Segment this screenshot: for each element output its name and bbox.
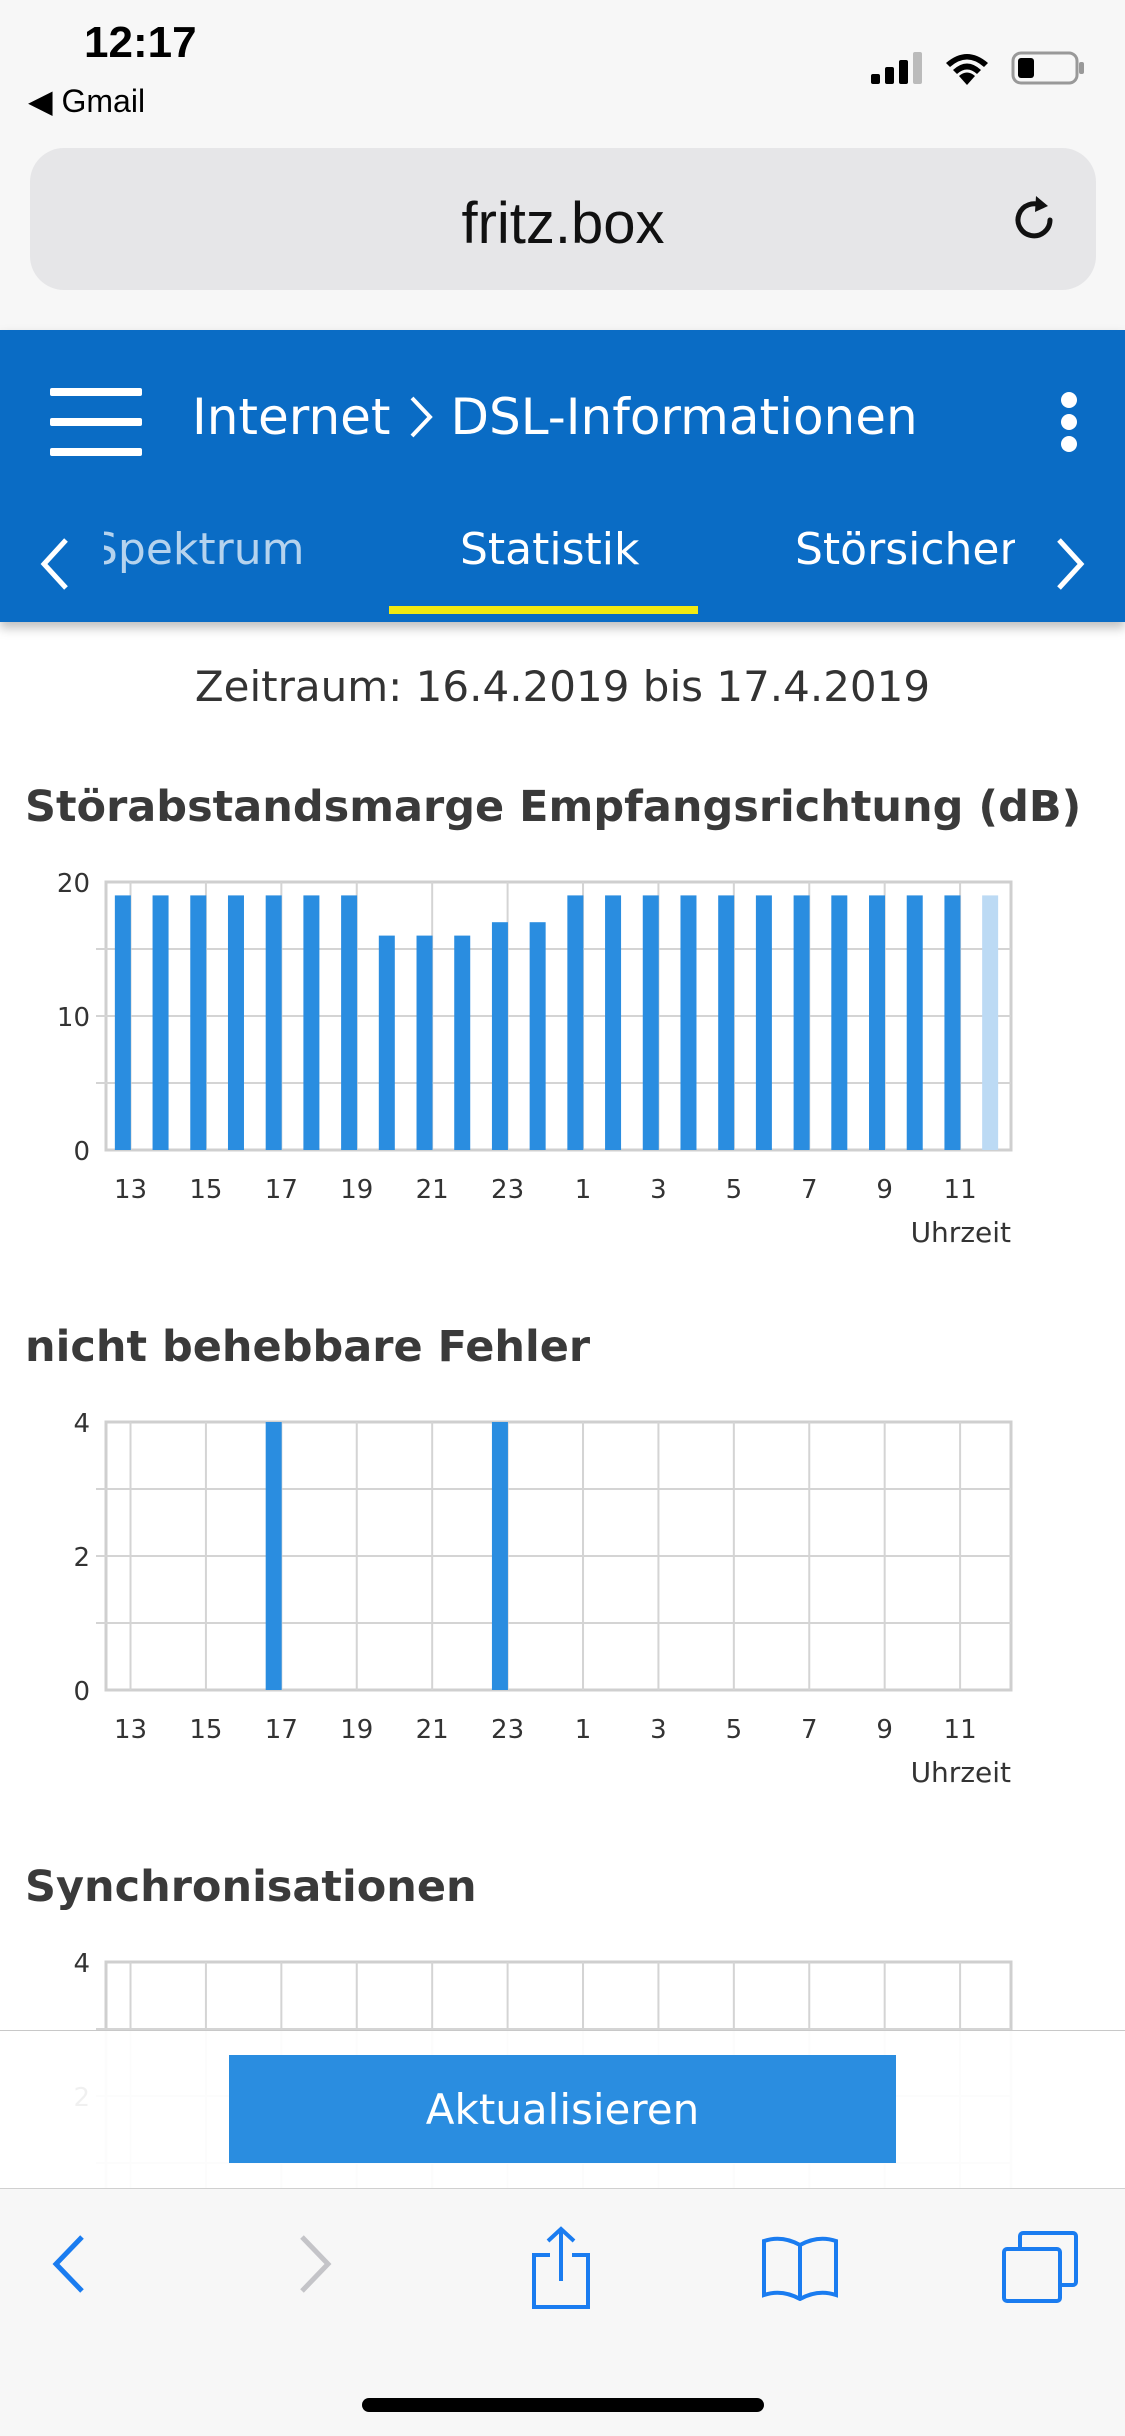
x-tick-label: 13	[114, 1175, 147, 1205]
y-tick-label: 20	[57, 869, 90, 899]
chart-bar	[491, 1422, 508, 1690]
chart-bar	[605, 895, 622, 1150]
chart-title-snr: Störabstandsmarge Empfangsrichtung (dB)	[25, 782, 1082, 832]
chevron-right-icon	[410, 396, 433, 438]
update-bar: Aktualisieren	[0, 2030, 1125, 2190]
breadcrumb-section[interactable]: Internet	[192, 388, 391, 446]
chart-bar	[114, 895, 131, 1150]
chart-bar	[718, 895, 735, 1150]
chart-bar	[265, 895, 282, 1150]
y-tick-label: 2	[73, 1543, 90, 1573]
forward-icon[interactable]	[296, 2231, 336, 2297]
chart-bar	[831, 895, 848, 1150]
battery-icon	[1011, 51, 1084, 85]
chart-bar	[755, 895, 772, 1150]
tabs-icon[interactable]	[1000, 2229, 1080, 2305]
chart-bar	[906, 895, 923, 1150]
x-tick-label: 17	[265, 1175, 298, 1205]
y-tick-label: 4	[73, 1409, 90, 1439]
chart-bar	[529, 922, 546, 1150]
x-tick-label: 23	[491, 1175, 524, 1205]
x-tick-label: 9	[876, 1715, 893, 1745]
back-to-gmail-link[interactable]: ◀ Gmail	[28, 83, 146, 119]
tab-statistik[interactable]: Statistik	[460, 524, 640, 575]
active-tab-indicator	[389, 606, 698, 614]
y-tick-label: 0	[73, 1677, 90, 1707]
chart-bar	[642, 895, 659, 1150]
x-tick-label: 15	[189, 1715, 222, 1745]
bookmarks-icon[interactable]	[760, 2233, 840, 2301]
x-tick-label: 19	[340, 1175, 373, 1205]
x-axis-unit-label: Uhrzeit	[911, 1756, 1011, 1789]
chart-bar	[793, 895, 810, 1150]
status-bar: 12:17 ◀ Gmail	[0, 0, 1125, 140]
y-tick-label: 4	[73, 1949, 90, 1979]
x-tick-label: 5	[726, 1715, 743, 1745]
x-tick-label: 17	[265, 1715, 298, 1745]
chart-bar	[303, 895, 320, 1150]
chart-bar	[378, 935, 395, 1150]
chart-bar	[944, 895, 961, 1150]
more-options-icon[interactable]	[1059, 392, 1079, 452]
x-tick-label: 23	[491, 1715, 524, 1745]
x-tick-label: 19	[340, 1715, 373, 1745]
chart-bar	[680, 895, 697, 1150]
status-icons	[871, 48, 1085, 88]
clock: 12:17	[84, 18, 197, 67]
tab-stoersicherheit[interactable]: Störsicherh	[795, 524, 1015, 575]
reload-icon[interactable]	[1006, 192, 1062, 248]
x-tick-label: 15	[189, 1175, 222, 1205]
tab-bar: Spektrum Statistik Störsicherh	[0, 500, 1125, 622]
x-tick-label: 7	[801, 1715, 818, 1745]
x-tick-label: 9	[876, 1175, 893, 1205]
tabs-scroll-left-icon[interactable]	[36, 534, 72, 594]
chart-bar	[190, 895, 207, 1150]
chart-bar	[491, 922, 508, 1150]
x-tick-label: 11	[944, 1715, 977, 1745]
period-text: Zeitraum: 16.4.2019 bis 17.4.2019	[194, 662, 931, 711]
share-icon[interactable]	[530, 2225, 592, 2311]
chart-bar	[265, 1422, 282, 1690]
address-bar[interactable]: fritz.box	[30, 148, 1096, 290]
x-tick-label: 7	[801, 1175, 818, 1205]
browser-address-area: fritz.box	[0, 140, 1125, 330]
hamburger-menu-icon[interactable]	[50, 388, 142, 456]
chart-bar	[567, 895, 584, 1150]
x-tick-label: 1	[575, 1715, 592, 1745]
back-icon[interactable]	[48, 2231, 88, 2297]
x-tick-label: 11	[944, 1175, 977, 1205]
tab-spektrum[interactable]: Spektrum	[104, 524, 304, 575]
url-text[interactable]: fritz.box	[461, 191, 665, 256]
tabs-scroll-right-icon[interactable]	[1053, 534, 1089, 594]
breadcrumb: Internet DSL-Informationen	[192, 388, 918, 446]
breadcrumb-page: DSL-Informationen	[450, 388, 918, 446]
wifi-icon	[946, 54, 988, 85]
x-tick-label: 3	[650, 1715, 667, 1745]
browser-toolbar	[0, 2188, 1125, 2436]
y-tick-label: 10	[57, 1003, 90, 1033]
chart-bar	[416, 935, 433, 1150]
x-tick-label: 21	[416, 1175, 449, 1205]
chart-title-errors: nicht behebbare Fehler	[25, 1322, 591, 1372]
chart-bar	[869, 895, 886, 1150]
home-indicator	[362, 2398, 764, 2412]
chart-title-sync: Synchronisationen	[25, 1862, 477, 1912]
x-tick-label: 5	[726, 1175, 743, 1205]
x-axis-unit-label: Uhrzeit	[911, 1216, 1011, 1249]
chart-bar	[982, 895, 999, 1150]
app-header: Internet DSL-Informationen Spektrum Stat…	[0, 330, 1125, 622]
cellular-signal-icon	[871, 52, 922, 84]
update-button[interactable]: Aktualisieren	[229, 2055, 896, 2163]
x-tick-label: 1	[575, 1175, 592, 1205]
chart-bar	[227, 895, 244, 1150]
x-tick-label: 13	[114, 1715, 147, 1745]
chart-bar	[341, 895, 358, 1150]
chart-bar	[152, 895, 169, 1150]
chart-bar	[454, 935, 471, 1150]
y-tick-label: 0	[73, 1137, 90, 1167]
x-tick-label: 3	[650, 1175, 667, 1205]
x-tick-label: 21	[416, 1715, 449, 1745]
